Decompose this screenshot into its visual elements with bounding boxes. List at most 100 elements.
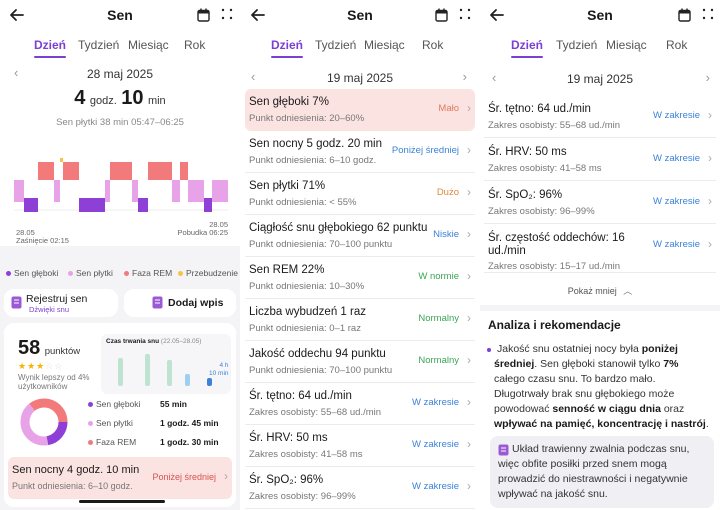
stage-deep <box>79 198 105 212</box>
next-day-icon[interactable]: › <box>462 69 467 84</box>
date-label: 28 maj 2025 <box>86 67 154 81</box>
more-options-icon[interactable] <box>221 8 233 20</box>
next-day-icon[interactable]: › <box>705 70 710 85</box>
details-panel: Sen Dzień Tydzień Miesiąc Rok ‹ 19 maj 2… <box>241 0 479 510</box>
list-item[interactable]: Sen nocny 5 godz. 20 min Punkt odniesieni… <box>245 131 475 173</box>
calendar-icon[interactable] <box>678 8 691 22</box>
mini-bar <box>118 358 123 386</box>
status-badge: Normalny <box>418 355 459 366</box>
list-item[interactable]: Sen REM 22% Punkt odniesienia: 10–30% W n… <box>245 257 475 299</box>
status-badge: Poniżej średniej <box>391 145 459 156</box>
list-item[interactable]: Śr. SpO₂: 96% Zakres osobisty: 96–99% W z… <box>484 182 716 224</box>
more-options-icon[interactable] <box>702 8 714 20</box>
deep-sleep-dot <box>88 402 93 408</box>
sleep-stage-chart[interactable] <box>14 158 228 224</box>
chevron-right-icon: › <box>467 479 471 493</box>
analysis-paragraph: Jakość snu ostatniej nocy była poniżej ś… <box>494 343 709 430</box>
sleep-sounds-link[interactable]: Dźwięki snu <box>29 305 70 314</box>
show-less-button[interactable]: Pokaż mniej ︿ <box>567 286 633 296</box>
bullet-icon <box>487 348 491 352</box>
status-badge: Dużo <box>436 187 459 198</box>
top-bar: Sen <box>480 0 720 34</box>
analysis-panel: Sen Dzień Tydzień Miesiąc Rok ‹ 19 maj 2… <box>480 0 720 510</box>
stage-rem <box>180 162 188 180</box>
back-arrow-icon[interactable] <box>8 6 26 24</box>
tab-month[interactable]: Miesiąc <box>364 38 405 52</box>
list-item[interactable]: Jakość oddechu 94 punktu Punkt odniesieni… <box>245 341 475 383</box>
calendar-icon[interactable] <box>197 8 210 22</box>
tab-year[interactable]: Rok <box>184 38 206 52</box>
list-item[interactable]: Śr. SpO₂: 96% Zakres osobisty: 96–99% W z… <box>245 467 475 509</box>
chevron-right-icon: › <box>467 143 471 157</box>
analysis-section: Analiza i rekomendacje Jakość snu ostatn… <box>480 311 720 510</box>
status-badge: Poniżej średniej <box>152 472 216 482</box>
page-title: Sen <box>587 7 613 23</box>
chevron-right-icon: › <box>467 101 471 115</box>
back-arrow-icon[interactable] <box>488 6 506 24</box>
chevron-right-icon: › <box>467 227 471 241</box>
tab-year[interactable]: Rok <box>422 38 444 52</box>
prev-day-icon[interactable]: ‹ <box>251 69 256 84</box>
status-badge: Niskie <box>433 229 459 240</box>
status-badge: W normie <box>418 271 459 282</box>
prev-day-icon[interactable]: ‹ <box>492 70 497 85</box>
metrics-list: Śr. tętno: 64 ud./min Zakres osobisty: 55… <box>480 96 720 305</box>
date-label: 19 maj 2025 <box>326 71 394 85</box>
tab-day[interactable]: Dzień <box>511 38 544 58</box>
note-icon <box>152 296 163 309</box>
date-selector: ‹ 19 maj 2025 › <box>241 62 479 88</box>
section-title: Analiza i rekomendacje <box>488 318 621 332</box>
tab-month[interactable]: Miesiąc <box>128 38 169 52</box>
selected-stage-info: Sen płytki 38 min 05:47–06:25 <box>56 117 184 128</box>
stage-rem <box>38 162 54 180</box>
chevron-right-icon: › <box>467 185 471 199</box>
list-item[interactable]: Sen płytki 71% Punkt odniesienia: < 55% D… <box>245 173 475 215</box>
list-item[interactable]: Śr. tętno: 64 ud./min Zakres osobisty: 55… <box>484 96 716 138</box>
period-tabs: Dzień Tydzień Miesiąc Rok <box>0 34 240 62</box>
stage-deep <box>204 198 212 212</box>
status-badge: W zakresie <box>412 439 459 450</box>
list-item[interactable]: Śr. tętno: 64 ud./min Zakres osobisty: 55… <box>245 383 475 425</box>
tab-week[interactable]: Tydzień <box>556 38 598 52</box>
date-label: 19 maj 2025 <box>566 72 634 86</box>
chevron-right-icon: › <box>708 151 712 165</box>
list-item[interactable]: Sen głęboki 7% Punkt odniesienia: 20–60% … <box>245 89 475 131</box>
chevron-right-icon: › <box>467 437 471 451</box>
night-sleep-row[interactable]: Sen nocny 4 godz. 10 min Punkt odniesien… <box>8 457 232 499</box>
calendar-icon[interactable] <box>435 8 448 22</box>
list-item[interactable]: Liczba wybudzeń 1 raz Punkt odniesienia: … <box>245 299 475 341</box>
sleep-summary-area: ‹ 28 maj 2025 4 godz. 10 min Sen płytki … <box>0 62 240 246</box>
rem-dot <box>88 440 93 446</box>
tip-card: Układ trawienny zwalnia podczas snu, wię… <box>490 436 714 508</box>
tab-year[interactable]: Rok <box>666 38 688 52</box>
tip-text: Układ trawienny zwalnia podczas snu, wię… <box>498 443 690 500</box>
status-badge: W zakresie <box>653 153 700 164</box>
mini-bar-selected <box>207 378 212 386</box>
list-item[interactable]: Śr. HRV: 50 ms Zakres osobisty: 41–58 ms … <box>484 139 716 181</box>
stage-light <box>172 180 180 202</box>
mini-bar <box>167 360 172 386</box>
duration-mini-chart[interactable]: Czas trwania snu (22.05–28.05) 4 h 10 min <box>101 334 231 394</box>
prev-day-icon[interactable]: ‹ <box>14 65 19 80</box>
chevron-right-icon: › <box>708 194 712 208</box>
stage-rem <box>110 162 132 180</box>
tab-week[interactable]: Tydzień <box>78 38 120 52</box>
more-options-icon[interactable] <box>459 8 471 20</box>
register-sleep-button[interactable]: Rejestruj sen Dźwięki snu <box>4 289 118 317</box>
list-item[interactable]: Ciągłość snu głębokiego 62 punktu Punkt o… <box>245 215 475 257</box>
list-item[interactable]: Śr. częstość oddechów: 16 ud./min Zakres … <box>484 225 716 273</box>
stage-deep <box>138 198 148 212</box>
sleep-score: 58 punktów <box>18 337 81 359</box>
tab-day[interactable]: Dzień <box>271 38 304 58</box>
tab-week[interactable]: Tydzień <box>315 38 357 52</box>
back-arrow-icon[interactable] <box>249 6 267 24</box>
stage-rem <box>63 162 79 180</box>
tab-day[interactable]: Dzień <box>34 38 67 58</box>
add-entry-button[interactable]: Dodaj wpis <box>124 289 236 317</box>
tab-month[interactable]: Miesiąc <box>606 38 647 52</box>
star-rating-icon: ★★★☆☆ <box>18 361 64 371</box>
list-item[interactable]: Śr. HRV: 50 ms Zakres osobisty: 41–58 ms … <box>245 425 475 467</box>
status-badge: W zakresie <box>653 239 700 250</box>
stage-deep <box>24 198 38 212</box>
top-bar: Sen <box>241 0 479 34</box>
